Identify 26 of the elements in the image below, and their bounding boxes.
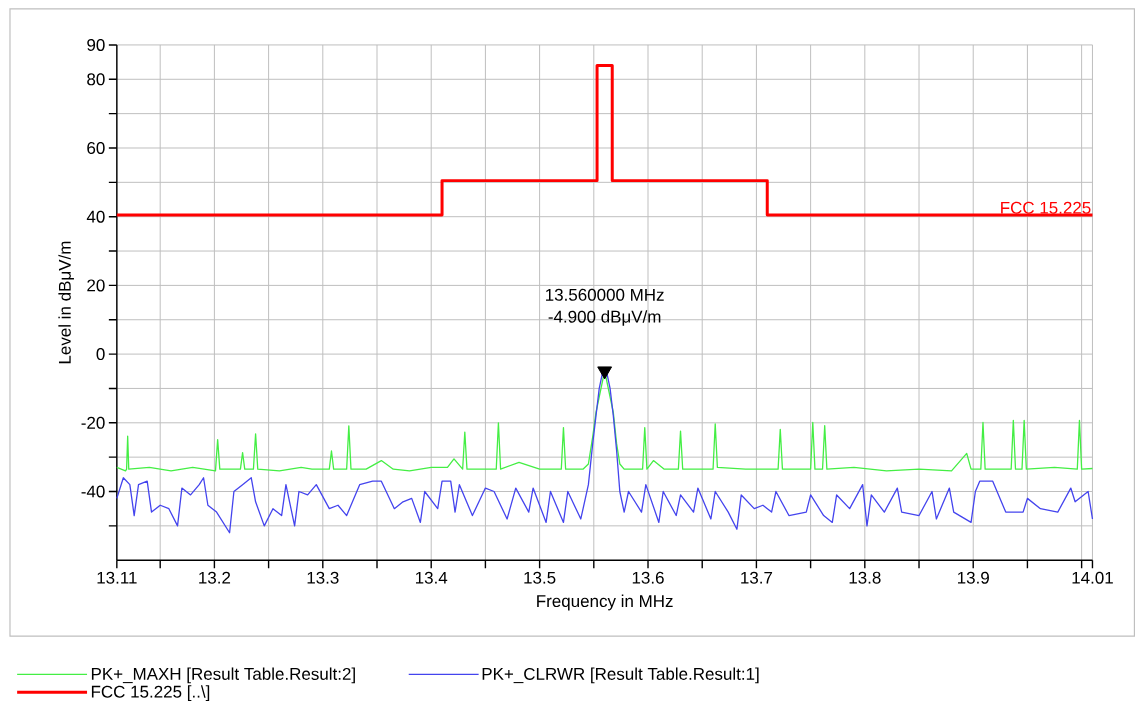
legend-label: PK+_MAXH [Result Table.Result:2] — [91, 667, 355, 684]
y-tick-label: -20 — [81, 416, 105, 429]
y-tick-label: 0 — [96, 348, 105, 361]
y-tick-label: -40 — [81, 485, 105, 498]
y-axis-title: Level in dBμV/m — [58, 241, 74, 364]
annotation: FCC 15.225 — [1001, 201, 1091, 214]
legend-label: PK+_CLRWR [Result Table.Result:1] — [482, 667, 759, 684]
x-tick-label: 13.7 — [741, 571, 773, 584]
y-tick-label: 60 — [87, 141, 105, 155]
x-tick-label: 13.11 — [97, 571, 137, 584]
y-tick-label: 80 — [87, 73, 105, 86]
x-tick-label: 13.4 — [415, 571, 448, 584]
y-tick-label: 20 — [87, 279, 105, 292]
annotation: -4.900 dBμV/m — [548, 310, 661, 326]
x-tick-label: 13.9 — [958, 571, 989, 584]
x-tick-label: 13.3 — [307, 571, 339, 584]
x-tick-label: 13.5 — [524, 571, 556, 584]
y-tick-label: 90 — [87, 38, 105, 51]
x-tick-label: 13.2 — [199, 571, 231, 584]
annotation: 13.560000 MHz — [546, 288, 664, 301]
x-tick-label: 13.6 — [632, 571, 664, 584]
x-tick-label: 13.8 — [849, 571, 881, 584]
x-tick-label: 14.01 — [1072, 571, 1113, 584]
legend-label: FCC 15.225 [..\] — [91, 685, 210, 702]
y-tick-label: 40 — [86, 210, 105, 223]
x-axis-title: Frequency in MHz — [537, 594, 673, 611]
